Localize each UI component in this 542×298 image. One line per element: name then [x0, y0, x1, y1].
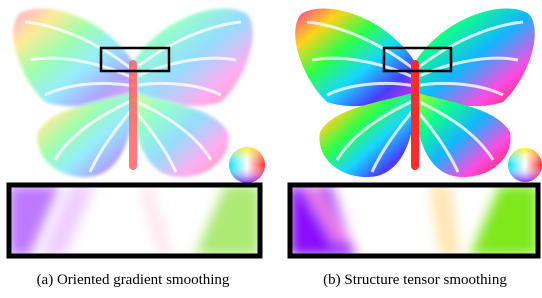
color-wheel-overlay [508, 148, 542, 182]
caption: (b) Structure tensor smoothing [323, 272, 507, 288]
shape [129, 60, 137, 170]
inset-a [9, 185, 260, 256]
caption: (a) Oriented gradient smoothing [37, 272, 230, 288]
color-wheel-overlay [229, 147, 265, 183]
figure: (a) Oriented gradient smoothing (b) Stru… [0, 0, 542, 298]
shape [411, 60, 419, 170]
page: (a) Oriented gradient smoothing (b) Stru… [0, 0, 542, 298]
inset-b [290, 185, 538, 256]
butterfly-a [13, 9, 253, 178]
butterfly-b [295, 9, 535, 178]
